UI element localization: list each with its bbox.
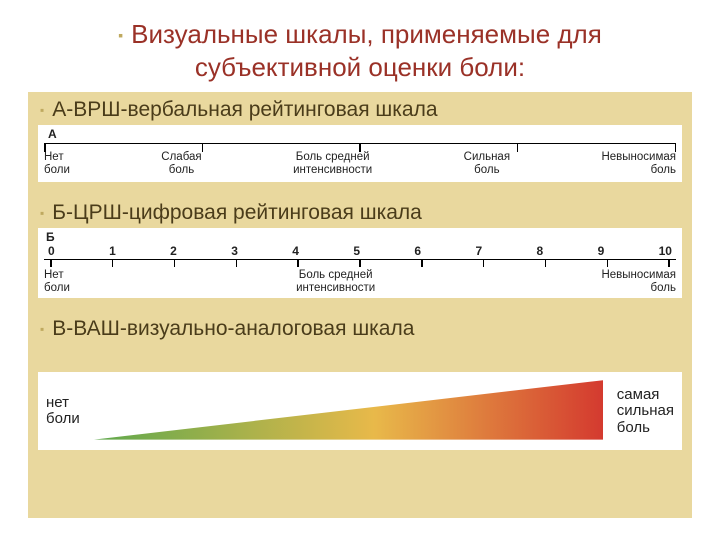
scale-a-header: А	[44, 127, 676, 141]
bullet-b: ▪ Б-ЦРШ-цифровая рейтинговая шкала	[40, 200, 682, 226]
scale-nrs: Б 0 1 2 3 4 5 6 7 8 9 10 Нетболи Боль ср…	[38, 228, 682, 298]
nrs-num: 10	[659, 244, 672, 258]
scale-a-label-1: Слабаяболь	[161, 151, 201, 177]
scale-a-label-0: Нетболи	[44, 151, 70, 177]
content-area: ▪ А-ВРШ-вербальная рейтинговая шкала А Н…	[30, 97, 690, 450]
nrs-num: 7	[475, 244, 482, 258]
nrs-num: 2	[170, 244, 177, 258]
bullet-b-text: Б-ЦРШ-цифровая рейтинговая шкала	[52, 200, 422, 226]
nrs-num: 0	[48, 244, 55, 258]
scale-a-axis	[44, 143, 676, 151]
vas-wedge-icon	[94, 378, 603, 444]
slide-root: Визуальные шкалы, применяемые для субъек…	[0, 0, 720, 540]
scale-vas: нетболи самаясильнаяболь	[38, 372, 682, 450]
scale-vrs: А Нетболи Слабаяболь Боль среднейинтенси…	[38, 125, 682, 181]
scale-b-header: Б	[44, 230, 55, 244]
scale-b-captions: Нетболи Боль среднейинтенсивности Невыно…	[44, 269, 676, 294]
nrs-num: 3	[231, 244, 238, 258]
nrs-num: 9	[598, 244, 605, 258]
scale-b-numbers: 0 1 2 3 4 5 6 7 8 9 10	[44, 244, 676, 258]
nrs-num: 8	[537, 244, 544, 258]
nrs-num: 4	[292, 244, 299, 258]
bullet-a-text: А-ВРШ-вербальная рейтинговая шкала	[52, 97, 437, 123]
vas-left-label: нетболи	[46, 395, 80, 428]
bullet-a: ▪ А-ВРШ-вербальная рейтинговая шкала	[40, 97, 682, 123]
scale-b-axis	[44, 259, 676, 267]
square-bullet-icon: ▪	[40, 200, 44, 226]
scale-a-labels: Нетболи Слабаяболь Боль среднейинтенсивн…	[44, 151, 676, 177]
scale-a-label-3: Сильнаяболь	[464, 151, 510, 177]
nrs-num: 6	[414, 244, 421, 258]
bullet-c: ▪ В-ВАШ-визуально-аналоговая шкала	[40, 316, 682, 342]
bullet-c-text: В-ВАШ-визуально-аналоговая шкала	[52, 316, 414, 342]
scale-a-ticks	[44, 144, 676, 152]
title-text: Визуальные шкалы, применяемые для субъек…	[118, 19, 602, 82]
nrs-num: 5	[353, 244, 360, 258]
scale-b-cap-mid: Боль среднейинтенсивности	[296, 269, 375, 294]
vas-right-label: самаясильнаяболь	[617, 387, 674, 437]
square-bullet-icon: ▪	[40, 316, 44, 342]
scale-b-cap-left: Нетболи	[44, 269, 70, 294]
nrs-num: 1	[109, 244, 116, 258]
slide-title: Визуальные шкалы, применяемые для субъек…	[30, 12, 690, 93]
scale-a-label-2: Боль среднейинтенсивности	[293, 151, 372, 177]
square-bullet-icon: ▪	[40, 97, 44, 123]
scale-a-label-4: Невыносимаяболь	[601, 151, 676, 177]
scale-b-cap-right: Невыносимаяболь	[601, 269, 676, 294]
